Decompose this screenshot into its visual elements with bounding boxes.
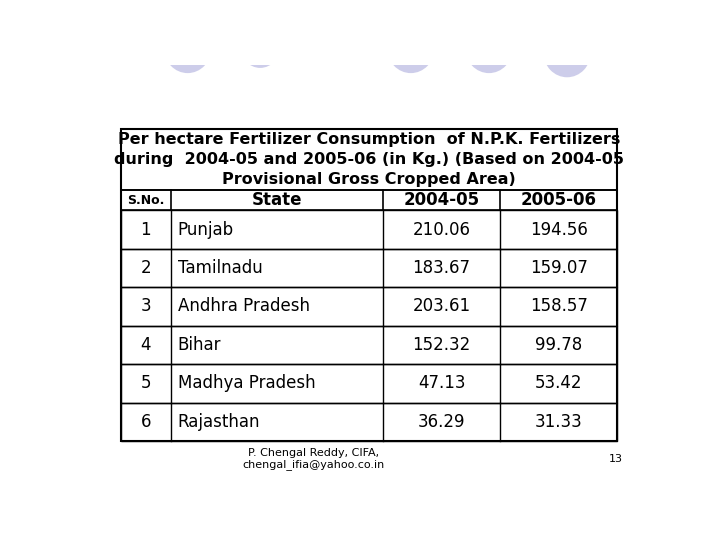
Text: 2005-06: 2005-06: [521, 191, 597, 209]
Text: Bihar: Bihar: [178, 336, 221, 354]
Text: 210.06: 210.06: [413, 220, 471, 239]
Text: 5: 5: [140, 374, 151, 393]
Text: Rajasthan: Rajasthan: [178, 413, 260, 431]
Text: 31.33: 31.33: [535, 413, 582, 431]
Bar: [121, 210, 617, 249]
Text: 194.56: 194.56: [530, 220, 588, 239]
Text: Punjab: Punjab: [178, 220, 234, 239]
Text: 13: 13: [609, 454, 623, 464]
Text: 183.67: 183.67: [413, 259, 471, 277]
Bar: [121, 129, 617, 441]
Text: Andhra Pradesh: Andhra Pradesh: [178, 298, 310, 315]
Text: 1: 1: [140, 220, 151, 239]
Text: Tamilnadu: Tamilnadu: [178, 259, 262, 277]
Text: 3: 3: [140, 298, 151, 315]
Ellipse shape: [544, 28, 591, 77]
Bar: [121, 190, 617, 210]
Bar: [121, 326, 617, 364]
Ellipse shape: [239, 20, 281, 68]
Text: 2: 2: [140, 259, 151, 277]
Text: Per hectare Fertilizer Consumption  of N.P.K. Fertilizers
during  2004-05 and 20: Per hectare Fertilizer Consumption of N.…: [114, 132, 624, 187]
Text: 159.07: 159.07: [530, 259, 588, 277]
Text: 203.61: 203.61: [413, 298, 471, 315]
Bar: [121, 364, 617, 403]
Text: 53.42: 53.42: [535, 374, 582, 393]
Bar: [121, 249, 617, 287]
Bar: [121, 403, 617, 441]
Text: P. Chengal Reddy, CIFA,
chengal_ifia@yahoo.co.in: P. Chengal Reddy, CIFA, chengal_ifia@yah…: [242, 448, 384, 470]
Bar: [121, 129, 617, 190]
Text: 99.78: 99.78: [535, 336, 582, 354]
Text: Madhya Pradesh: Madhya Pradesh: [178, 374, 315, 393]
Text: 4: 4: [140, 336, 151, 354]
Ellipse shape: [164, 23, 212, 73]
Text: 47.13: 47.13: [418, 374, 465, 393]
Ellipse shape: [387, 23, 435, 73]
Text: S.No.: S.No.: [127, 194, 164, 207]
Text: 6: 6: [140, 413, 151, 431]
Ellipse shape: [465, 23, 513, 73]
Text: 158.57: 158.57: [530, 298, 588, 315]
Text: State: State: [252, 191, 302, 209]
Text: 152.32: 152.32: [413, 336, 471, 354]
Text: 36.29: 36.29: [418, 413, 465, 431]
Text: 2004-05: 2004-05: [403, 191, 480, 209]
Bar: [121, 287, 617, 326]
